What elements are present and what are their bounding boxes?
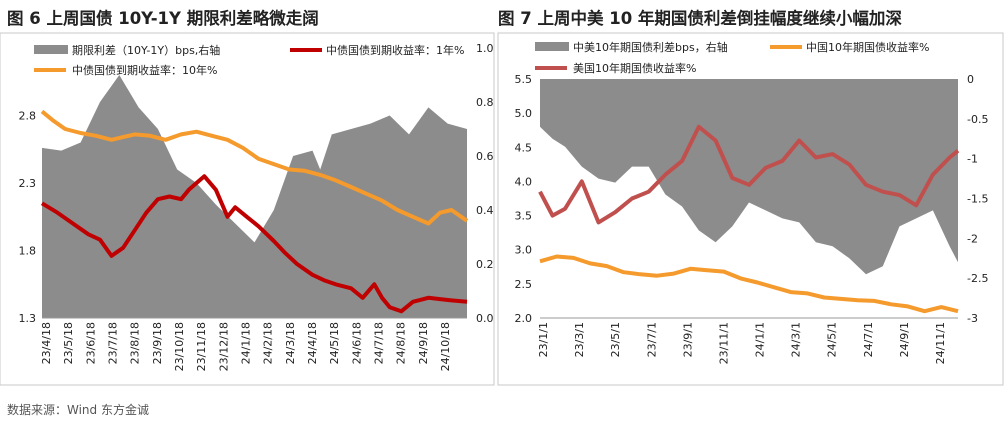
chart7-title: 图 7 上周中美 10 年期国债利差倒挂幅度继续小幅加深 — [498, 8, 902, 28]
chart6-lines-layer — [40, 109, 469, 314]
x-tick-label: 24/2/18 — [262, 322, 275, 364]
x-tick-label: 24/9/1 — [898, 322, 911, 357]
chart7-area-layer — [540, 79, 958, 275]
x-tick-label: 24/10/18 — [439, 322, 452, 371]
x-tick-label: 23/7/18 — [107, 322, 120, 364]
x-tick-label: 24/1/18 — [240, 322, 253, 364]
y-right-tick: -2 — [967, 232, 978, 245]
y-left-tick: 5.0 — [515, 107, 533, 120]
x-tick-label: 24/9/18 — [417, 322, 430, 364]
x-tick-label: 24/11/1 — [934, 322, 947, 364]
series-line-2 — [40, 109, 469, 226]
x-tick-label: 23/6/18 — [84, 322, 97, 364]
y-right-tick: -2.5 — [967, 272, 988, 285]
x-tick-label: 24/7/1 — [862, 322, 875, 357]
x-tick-label: 24/6/18 — [350, 322, 363, 364]
x-tick-label: 24/5/18 — [328, 322, 341, 364]
legend-cnus-spread-swatch — [535, 42, 569, 51]
series-area-0 — [540, 79, 958, 275]
y-left-tick: 1.8 — [19, 245, 37, 258]
x-tick-label: 23/11/1 — [717, 322, 730, 364]
x-tick-label: 23/11/18 — [195, 322, 208, 371]
chart6-title: 图 6 上周国债 10Y-1Y 期限利差略微走阔 — [7, 8, 319, 28]
y-right-tick: 0.8 — [476, 96, 494, 109]
y-right-tick: -1.5 — [967, 193, 988, 206]
y-left-tick: 2.3 — [19, 177, 37, 190]
series-line-1 — [539, 254, 959, 314]
series-line-2 — [538, 124, 960, 225]
y-left-tick: 4.5 — [515, 141, 533, 154]
y-right-tick: -3 — [967, 312, 978, 325]
x-tick-label: 23/8/18 — [129, 322, 142, 364]
chart6-area-layer — [42, 75, 467, 318]
y-left-tick: 1.3 — [19, 312, 37, 325]
y-right-tick: -0.5 — [967, 113, 988, 126]
x-tick-label: 23/12/18 — [217, 322, 230, 371]
x-tick-label: 24/1/1 — [754, 322, 767, 357]
x-tick-label: 24/8/18 — [395, 322, 408, 364]
chart7-axes-layer: 2.0 2.5 3.0 3.5 4.0 4.5 5.0 5.5 0 -0.5 -1 -1.5 -2 -2.… — [515, 73, 989, 364]
y-left-tick: 2.8 — [19, 110, 37, 123]
chart6-axes-layer: 1.3 1.8 2.3 2.8 0.0 0.2 0.4 0.6 0.8 1.0 23/4/18 23/… — [19, 42, 494, 371]
x-tick-label: 23/9/1 — [681, 322, 694, 357]
y-left-tick: 2.0 — [515, 312, 533, 325]
x-tick-label: 23/4/18 — [40, 322, 53, 364]
y-right-tick: 0 — [967, 73, 974, 86]
x-tick-label: 23/7/1 — [645, 322, 658, 357]
legend-spread-label: 期限利差（10Y-1Y）bps,右轴 — [72, 43, 220, 57]
x-tick-label: 24/3/1 — [790, 322, 803, 357]
y-right-tick: 0.4 — [476, 204, 494, 217]
y-right-tick: 0.0 — [476, 312, 494, 325]
y-left-tick: 4.0 — [515, 175, 533, 188]
legend-cnus-spread-label: 中美10年期国债利差bps，右轴 — [573, 40, 728, 54]
chart6: 图 6 上周国债 10Y-1Y 期限利差略微走阔 1.3 1.8 2.3 2.8 0.0… — [0, 8, 495, 386]
legend-us10-label: 美国10年期国债收益率% — [573, 61, 696, 75]
x-tick-label: 23/1/1 — [537, 322, 550, 357]
x-tick-label: 23/5/18 — [62, 322, 75, 364]
x-tick-label: 24/3/18 — [284, 322, 297, 364]
y-left-tick: 2.5 — [515, 278, 533, 291]
chart7-lines-layer — [538, 124, 960, 314]
chart7-frame — [497, 32, 1004, 386]
legend-cn1y-label: 中债国债到期收益率：1年% — [326, 43, 464, 57]
x-tick-label: 23/3/1 — [573, 322, 586, 357]
y-right-tick: 0.6 — [476, 150, 494, 163]
x-tick-label: 23/9/18 — [151, 322, 164, 364]
y-right-tick: 1.0 — [476, 42, 494, 55]
y-right-tick: -1 — [967, 153, 978, 166]
legend-cn10y-label: 中债国债到期收益率：10年% — [72, 63, 217, 77]
y-right-tick: 0.2 — [476, 258, 494, 271]
legend-spread-swatch — [34, 45, 68, 54]
y-left-tick: 3.0 — [515, 244, 533, 257]
chart7: 图 7 上周中美 10 年期国债利差倒挂幅度继续小幅加深 2.0 2.5 3.0 3.… — [497, 8, 1004, 386]
x-tick-label: 24/5/1 — [826, 322, 839, 357]
chart6-frame — [0, 32, 495, 386]
x-tick-label: 24/7/18 — [373, 322, 386, 364]
series-line-1 — [40, 174, 468, 314]
x-tick-label: 24/4/18 — [306, 322, 319, 364]
series-area-0 — [42, 75, 467, 318]
source-note: 数据来源：Wind 东方金诚 — [7, 402, 149, 417]
y-left-tick: 3.5 — [515, 210, 533, 223]
x-tick-label: 23/5/1 — [609, 322, 622, 357]
legend-cn10-label: 中国10年期国债收益率% — [806, 40, 929, 54]
y-left-tick: 5.5 — [515, 73, 533, 86]
x-tick-label: 23/10/18 — [173, 322, 186, 371]
